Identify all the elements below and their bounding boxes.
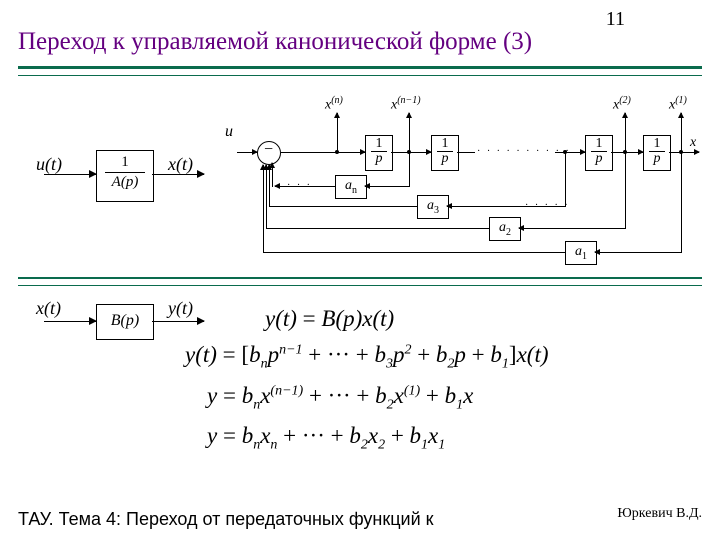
frac-line bbox=[105, 172, 145, 173]
frac-bot: A(p) bbox=[97, 174, 153, 191]
box-1-over-Ap: 1 A(p) bbox=[96, 150, 154, 202]
bus-seg-2 bbox=[391, 152, 431, 153]
box-Bp: B(p) bbox=[96, 304, 154, 340]
page-number: 11 bbox=[606, 8, 625, 31]
bus-seg-3b bbox=[555, 152, 585, 153]
label-x-t: x(t) bbox=[168, 154, 193, 175]
arrow-into-Bp bbox=[44, 321, 96, 322]
gain-a3: a3 bbox=[417, 195, 449, 219]
lbl-xn1: x(n−1) bbox=[391, 95, 421, 114]
fb-a3-dots: · · · · · bbox=[525, 200, 570, 211]
footer-text: ТАУ. Тема 4: Переход от передаточных фун… bbox=[18, 509, 434, 530]
bus-seg-1 bbox=[281, 152, 365, 153]
arrow-into-Ap bbox=[44, 174, 96, 175]
integrator-chain-diagram: u − 1p 1p · · · · · · · · · · 1p 1p x x(… bbox=[225, 95, 705, 270]
minus-sign: − bbox=[264, 141, 273, 159]
gain-a1: a1 bbox=[565, 241, 597, 265]
integrator-3: 1p bbox=[585, 135, 613, 171]
fb-a1-down bbox=[681, 152, 682, 252]
diagram-output-x: x bbox=[690, 135, 696, 151]
rule-top bbox=[18, 66, 702, 76]
lbl-x2: x(2) bbox=[613, 95, 631, 114]
eq-3: y = bnx(n−1) + ··· + b2x(1) + b1x bbox=[207, 383, 685, 414]
fb-a3-h2 bbox=[269, 206, 417, 207]
tap-xn1 bbox=[409, 113, 410, 151]
bus-seg-5 bbox=[669, 152, 699, 153]
fb-a2-down bbox=[625, 152, 626, 228]
author-name: Юркевич В.Д. bbox=[617, 506, 702, 522]
lbl-x1: x(1) bbox=[669, 95, 687, 114]
page-title: Переход к управляемой канонической форме… bbox=[18, 28, 532, 56]
fb-an-down bbox=[409, 152, 410, 186]
equations: y(t) = B(p)x(t) y(t) = [bnpn−1 + ··· + b… bbox=[185, 300, 685, 464]
fb-a2-up bbox=[266, 165, 267, 229]
fb-a2-h2 bbox=[266, 228, 489, 229]
frac-top: 1 bbox=[97, 154, 153, 171]
node-a3 bbox=[563, 150, 567, 154]
bus-seg-4 bbox=[611, 152, 643, 153]
fb-a1-up bbox=[263, 165, 264, 253]
fb-a1-h2 bbox=[263, 252, 565, 253]
tap-xn bbox=[337, 113, 338, 151]
fb-an-h bbox=[365, 186, 410, 187]
diagram-input-u: u bbox=[225, 123, 233, 141]
block-1-over-Ap: u(t) 1 A(p) x(t) bbox=[18, 140, 208, 210]
fb-a3-down bbox=[565, 152, 566, 206]
integrator-1: 1p bbox=[365, 135, 393, 171]
gain-an: an bbox=[335, 175, 367, 199]
eq-2: y(t) = [bnpn−1 + ··· + b3p2 + b2p + b1]x… bbox=[185, 342, 685, 373]
gain-a2: a2 bbox=[489, 217, 521, 241]
tap-x1 bbox=[681, 113, 682, 151]
eq-4: y = bnxn + ··· + b2x2 + b1x1 bbox=[207, 423, 685, 454]
fb-a2-h bbox=[519, 228, 626, 229]
fb-an-dots: · · · bbox=[287, 180, 312, 191]
fb-a3-up bbox=[269, 165, 270, 207]
integrator-4: 1p bbox=[643, 135, 671, 171]
label-x-t-2: x(t) bbox=[36, 298, 61, 319]
arrow-input bbox=[237, 152, 257, 153]
fb-an-up bbox=[272, 163, 273, 187]
tap-x2 bbox=[625, 113, 626, 151]
block-Bp: x(t) B(p) y(t) bbox=[18, 296, 208, 356]
label-u-t: u(t) bbox=[36, 154, 62, 175]
integrator-2: 1p bbox=[431, 135, 459, 171]
lbl-xn: x(n) bbox=[325, 95, 343, 114]
rule-mid bbox=[18, 277, 702, 286]
fb-a1-h bbox=[595, 252, 682, 253]
eq-1: y(t) = B(p)x(t) bbox=[265, 306, 685, 332]
bus-seg-3a bbox=[457, 152, 475, 153]
